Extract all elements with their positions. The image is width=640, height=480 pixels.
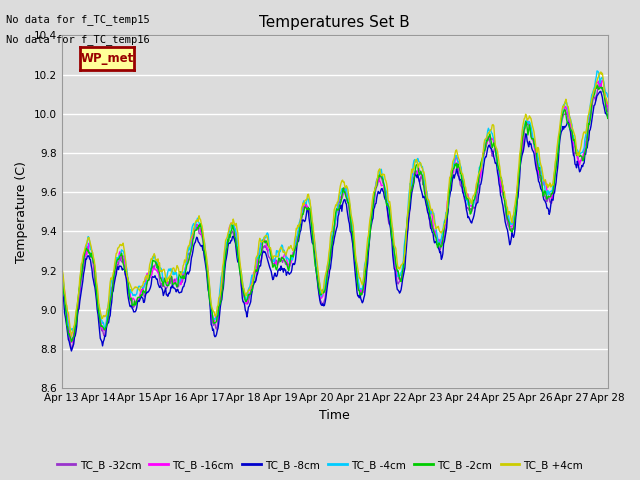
- Title: Temperatures Set B: Temperatures Set B: [259, 15, 410, 30]
- Y-axis label: Temperature (C): Temperature (C): [15, 161, 28, 263]
- Text: No data for f_TC_temp15: No data for f_TC_temp15: [6, 14, 150, 25]
- Legend: TC_B -32cm, TC_B -16cm, TC_B -8cm, TC_B -4cm, TC_B -2cm, TC_B +4cm: TC_B -32cm, TC_B -16cm, TC_B -8cm, TC_B …: [52, 456, 588, 475]
- Text: WP_met: WP_met: [81, 51, 134, 65]
- X-axis label: Time: Time: [319, 409, 350, 422]
- Text: No data for f_TC_temp16: No data for f_TC_temp16: [6, 34, 150, 45]
